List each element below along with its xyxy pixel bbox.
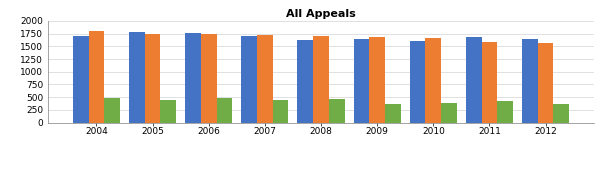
Bar xyxy=(329,99,344,122)
Bar xyxy=(89,31,104,122)
Bar xyxy=(217,98,232,122)
Bar xyxy=(553,104,569,122)
Bar xyxy=(185,33,201,122)
Bar xyxy=(497,102,513,122)
Bar xyxy=(410,41,425,122)
Bar xyxy=(73,36,89,122)
Bar xyxy=(482,42,497,122)
Bar xyxy=(441,103,457,122)
Title: All Appeals: All Appeals xyxy=(286,9,356,19)
Bar xyxy=(241,36,257,122)
Bar xyxy=(160,100,176,122)
Bar xyxy=(522,39,538,122)
Bar xyxy=(145,34,160,122)
Bar xyxy=(298,40,313,122)
Bar xyxy=(273,100,289,122)
Bar xyxy=(257,35,273,122)
Bar xyxy=(425,38,441,122)
Bar xyxy=(538,43,553,122)
Bar xyxy=(313,36,329,122)
Bar xyxy=(201,34,217,122)
Bar xyxy=(385,104,401,122)
Bar xyxy=(466,37,482,122)
Bar xyxy=(369,37,385,122)
Bar xyxy=(353,39,369,122)
Bar xyxy=(129,32,145,122)
Bar xyxy=(104,98,120,122)
